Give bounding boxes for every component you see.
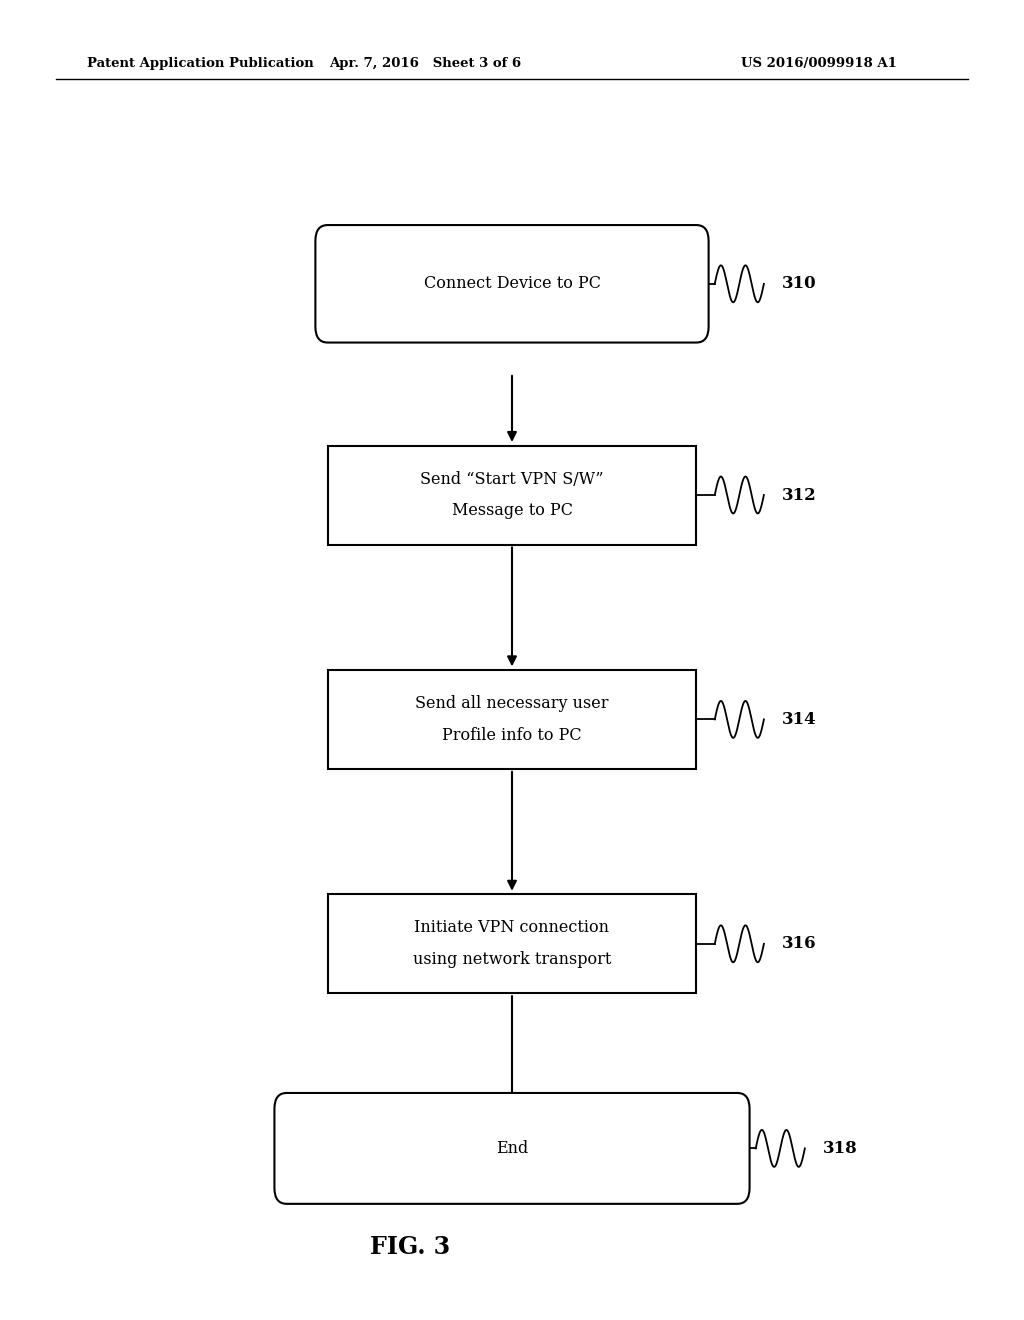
Text: End: End xyxy=(496,1140,528,1156)
Text: 314: 314 xyxy=(782,711,817,727)
Text: Profile info to PC: Profile info to PC xyxy=(442,727,582,743)
Text: Send all necessary user: Send all necessary user xyxy=(416,696,608,711)
Text: Patent Application Publication: Patent Application Publication xyxy=(87,57,313,70)
Text: Apr. 7, 2016   Sheet 3 of 6: Apr. 7, 2016 Sheet 3 of 6 xyxy=(329,57,521,70)
Text: 310: 310 xyxy=(782,276,817,292)
FancyBboxPatch shape xyxy=(315,224,709,342)
Text: 316: 316 xyxy=(782,936,817,952)
FancyBboxPatch shape xyxy=(274,1093,750,1204)
Text: Message to PC: Message to PC xyxy=(452,503,572,519)
Text: using network transport: using network transport xyxy=(413,952,611,968)
FancyBboxPatch shape xyxy=(328,895,696,993)
FancyBboxPatch shape xyxy=(328,671,696,768)
FancyBboxPatch shape xyxy=(328,446,696,544)
Text: Connect Device to PC: Connect Device to PC xyxy=(424,276,600,292)
Text: Send “Start VPN S/W”: Send “Start VPN S/W” xyxy=(420,471,604,487)
Text: 312: 312 xyxy=(782,487,817,503)
Text: US 2016/0099918 A1: US 2016/0099918 A1 xyxy=(741,57,897,70)
Text: 318: 318 xyxy=(823,1140,858,1156)
Text: Initiate VPN connection: Initiate VPN connection xyxy=(415,920,609,936)
Text: FIG. 3: FIG. 3 xyxy=(370,1236,450,1259)
